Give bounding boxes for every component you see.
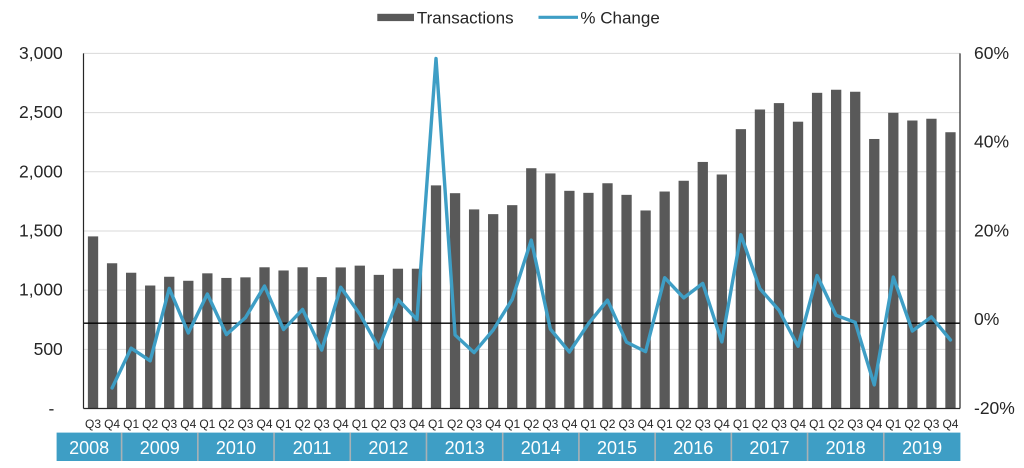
- svg-text:Q3: Q3: [237, 417, 253, 431]
- svg-text:Transactions: Transactions: [417, 9, 514, 28]
- svg-text:Q4: Q4: [942, 417, 958, 431]
- svg-text:2011: 2011: [293, 438, 332, 458]
- svg-text:Q2: Q2: [447, 417, 463, 431]
- svg-text:Q2: Q2: [142, 417, 158, 431]
- svg-text:Q4: Q4: [561, 417, 577, 431]
- svg-text:Q2: Q2: [676, 417, 692, 431]
- svg-text:-: -: [48, 399, 54, 419]
- svg-text:Q4: Q4: [485, 417, 501, 431]
- svg-text:2,500: 2,500: [19, 102, 63, 122]
- svg-text:2019: 2019: [902, 438, 942, 458]
- svg-text:2015: 2015: [597, 438, 637, 458]
- svg-text:Q4: Q4: [333, 417, 349, 431]
- svg-text:Q2: Q2: [904, 417, 920, 431]
- svg-text:Q3: Q3: [161, 417, 177, 431]
- svg-text:Q4: Q4: [790, 417, 806, 431]
- svg-text:% Change: % Change: [580, 9, 659, 28]
- svg-text:Q4: Q4: [866, 417, 882, 431]
- svg-text:Q4: Q4: [104, 417, 120, 431]
- svg-text:2009: 2009: [140, 438, 180, 458]
- svg-text:Q1: Q1: [580, 417, 596, 431]
- svg-text:Q1: Q1: [123, 417, 139, 431]
- svg-text:1,500: 1,500: [19, 220, 63, 240]
- svg-text:2014: 2014: [521, 438, 561, 458]
- svg-text:2008: 2008: [69, 438, 109, 458]
- svg-text:Q1: Q1: [885, 417, 901, 431]
- svg-text:Q2: Q2: [371, 417, 387, 431]
- svg-text:Q3: Q3: [923, 417, 939, 431]
- svg-text:2010: 2010: [216, 438, 256, 458]
- svg-text:Q1: Q1: [276, 417, 292, 431]
- svg-text:Q1: Q1: [199, 417, 215, 431]
- svg-text:Q2: Q2: [523, 417, 539, 431]
- svg-text:Q4: Q4: [714, 417, 730, 431]
- svg-text:3,000: 3,000: [19, 43, 63, 63]
- svg-text:2018: 2018: [826, 438, 866, 458]
- svg-text:-20%: -20%: [974, 398, 1015, 418]
- svg-text:Q2: Q2: [295, 417, 311, 431]
- svg-text:2,000: 2,000: [19, 161, 63, 181]
- svg-text:Q4: Q4: [257, 417, 273, 431]
- svg-text:Q2: Q2: [599, 417, 615, 431]
- svg-text:500: 500: [34, 339, 63, 359]
- svg-text:Q3: Q3: [695, 417, 711, 431]
- svg-text:2016: 2016: [673, 438, 713, 458]
- svg-text:2017: 2017: [749, 438, 789, 458]
- svg-text:Q3: Q3: [619, 417, 635, 431]
- svg-text:Q2: Q2: [218, 417, 234, 431]
- svg-text:60%: 60%: [974, 43, 1009, 63]
- svg-text:20%: 20%: [974, 220, 1009, 240]
- svg-text:40%: 40%: [974, 132, 1009, 152]
- svg-text:Q3: Q3: [390, 417, 406, 431]
- svg-text:Q3: Q3: [466, 417, 482, 431]
- svg-text:Q2: Q2: [828, 417, 844, 431]
- svg-text:Q3: Q3: [542, 417, 558, 431]
- svg-text:Q4: Q4: [638, 417, 654, 431]
- svg-text:Q2: Q2: [752, 417, 768, 431]
- svg-text:Q3: Q3: [847, 417, 863, 431]
- svg-text:2012: 2012: [368, 438, 408, 458]
- svg-text:Q3: Q3: [314, 417, 330, 431]
- svg-text:Q3: Q3: [85, 417, 101, 431]
- svg-text:Q1: Q1: [352, 417, 368, 431]
- svg-text:Q3: Q3: [771, 417, 787, 431]
- svg-text:0%: 0%: [974, 309, 999, 329]
- svg-text:1,000: 1,000: [19, 280, 63, 300]
- svg-text:Q1: Q1: [733, 417, 749, 431]
- svg-text:2013: 2013: [445, 438, 485, 458]
- svg-text:Q1: Q1: [809, 417, 825, 431]
- svg-text:Q1: Q1: [428, 417, 444, 431]
- svg-text:Q4: Q4: [409, 417, 425, 431]
- svg-text:Q1: Q1: [504, 417, 520, 431]
- svg-text:Q1: Q1: [657, 417, 673, 431]
- svg-text:Q4: Q4: [180, 417, 196, 431]
